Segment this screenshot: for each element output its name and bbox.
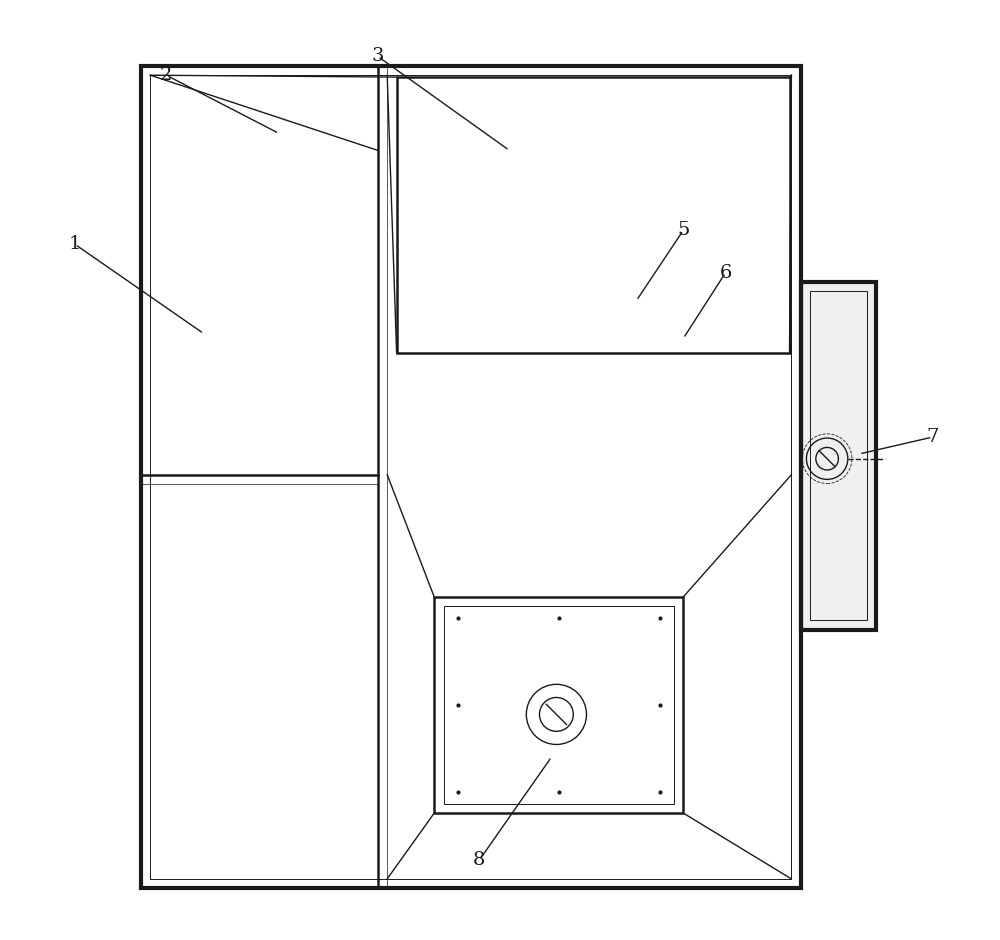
Bar <box>810 291 867 620</box>
Bar <box>801 282 876 630</box>
Bar <box>150 75 791 879</box>
Text: 3: 3 <box>372 47 384 66</box>
Text: 1: 1 <box>69 235 81 254</box>
Text: 7: 7 <box>926 428 939 446</box>
Text: 8: 8 <box>473 851 486 870</box>
Bar <box>141 66 801 888</box>
Text: 6: 6 <box>719 263 732 282</box>
Text: 5: 5 <box>677 221 689 240</box>
Bar <box>434 597 683 813</box>
Bar <box>397 77 790 352</box>
Bar <box>444 606 674 804</box>
Text: 2: 2 <box>160 66 172 85</box>
